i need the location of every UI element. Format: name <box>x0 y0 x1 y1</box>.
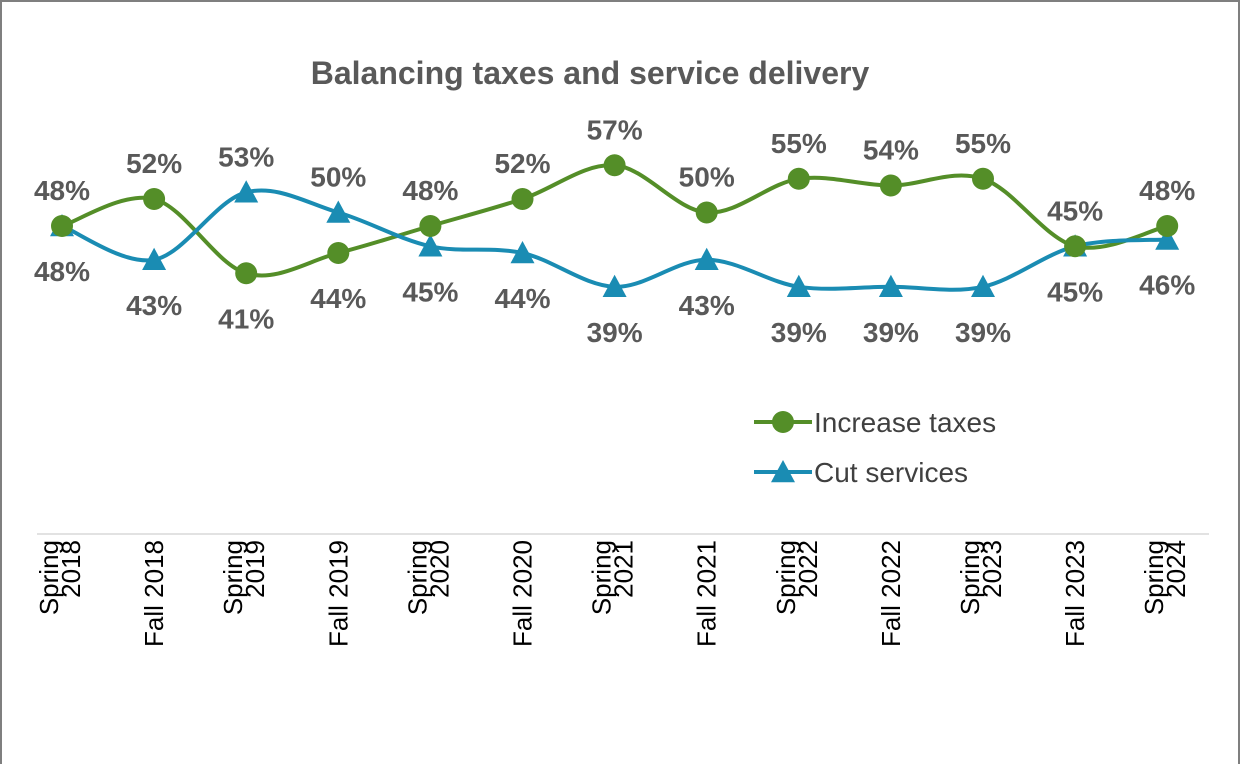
cut-services-label: 39% <box>771 317 827 348</box>
cut-services-point <box>1155 227 1180 250</box>
cut-services-label: 39% <box>587 317 643 348</box>
increase-taxes-point <box>419 215 442 237</box>
x-tick-text: Fall 2020 <box>508 540 538 647</box>
increase-taxes-point <box>143 188 166 210</box>
cut-services-label: 50% <box>310 162 366 193</box>
cut-services-point <box>694 247 719 270</box>
increase-taxes-point <box>695 201 718 224</box>
increase-taxes-point <box>1064 235 1087 258</box>
cut-services-point <box>234 180 259 203</box>
cut-services-label: 43% <box>679 290 735 321</box>
cut-services-point <box>602 274 627 297</box>
cut-services-label: 45% <box>402 276 458 307</box>
x-tick-text: Spring <box>587 540 617 615</box>
x-tick-text: Spring <box>402 540 432 615</box>
cut-services-label: 48% <box>34 256 90 287</box>
x-tick-text: Spring <box>771 540 801 615</box>
cut-services-label: 39% <box>955 317 1011 348</box>
legend: Increase taxes Cut services <box>754 407 996 488</box>
cut-services-label: 45% <box>1047 276 1103 307</box>
cut-services-point <box>142 247 167 270</box>
cut-services-label: 39% <box>863 317 919 348</box>
data-labels-layer: 48% 48% 52% 43% 41% 53% 44% 50% 48% 45% 52% 44% 57% 3… <box>34 114 1195 348</box>
series-layer <box>50 154 1180 297</box>
x-tick-text: Fall 2023 <box>1060 540 1090 647</box>
chart-title: Balancing taxes and service delivery <box>311 55 870 91</box>
cut-services-point <box>418 234 443 257</box>
x-tick-text: 2020 <box>424 540 454 598</box>
x-tick-text: 2024 <box>1161 540 1191 598</box>
x-tick-label: Fall 2023 <box>1060 540 1090 647</box>
increase-taxes-label: 55% <box>955 128 1011 159</box>
series-line-0 <box>60 163 1170 278</box>
x-tick-text: Spring <box>1139 540 1169 615</box>
x-tick-text: Fall 2019 <box>323 540 353 647</box>
x-tick-text: Spring <box>218 540 248 615</box>
x-tick-label: Fall 2019 <box>323 540 353 647</box>
x-tick-text: 2018 <box>56 540 86 598</box>
x-tick-text: 2021 <box>609 540 639 598</box>
x-tick-text: Fall 2022 <box>876 540 906 647</box>
increase-taxes-point <box>327 242 350 264</box>
increase-taxes-label: 52% <box>126 148 182 179</box>
increase-taxes-point <box>879 174 902 197</box>
increase-taxes-label: 48% <box>402 175 458 206</box>
increase-taxes-point <box>51 215 73 237</box>
increase-taxes-label: 57% <box>587 114 643 145</box>
increase-taxes-label: 55% <box>771 128 827 159</box>
cut-services-label: 46% <box>1139 270 1195 301</box>
x-tick-text: Fall 2021 <box>692 540 722 647</box>
increase-taxes-label: 52% <box>494 148 550 179</box>
x-tick-text: 2022 <box>793 540 823 598</box>
increase-taxes-label: 50% <box>679 162 735 193</box>
x-tick-label: Fall 2022 <box>876 540 906 647</box>
increase-taxes-label: 48% <box>34 175 90 206</box>
increase-taxes-label: 45% <box>1047 195 1103 226</box>
increase-taxes-point <box>1156 215 1179 237</box>
cut-services-label: 43% <box>126 290 182 321</box>
increase-taxes-point <box>603 154 626 177</box>
increase-taxes-label: 41% <box>218 303 274 334</box>
increase-taxes-point <box>972 167 994 190</box>
cut-services-point <box>510 241 535 264</box>
legend-marker <box>772 411 794 433</box>
x-tick-text: Spring <box>955 540 985 615</box>
increase-taxes-point <box>787 167 810 190</box>
increase-taxes-label: 54% <box>863 135 919 166</box>
cut-services-point <box>878 274 903 297</box>
increase-taxes-point <box>511 188 534 210</box>
x-tick-label: Fall 2018 <box>139 540 169 647</box>
x-tick-label: Fall 2021 <box>692 540 722 647</box>
x-tick-text: 2019 <box>240 540 270 598</box>
legend-label: Cut services <box>814 457 968 488</box>
x-tick-text: Spring <box>34 540 64 615</box>
cut-services-label: 44% <box>494 283 550 314</box>
x-tick-label: Fall 2020 <box>508 540 538 647</box>
cut-services-label: 53% <box>218 141 274 172</box>
cut-services-point <box>971 274 995 297</box>
increase-taxes-point <box>235 262 258 285</box>
cut-services-point <box>786 274 811 297</box>
legend-marker <box>771 460 795 483</box>
cut-services-point <box>326 200 351 223</box>
legend-label: Increase taxes <box>814 407 996 438</box>
increase-taxes-label: 48% <box>1139 175 1195 206</box>
x-tick-text: 2023 <box>977 540 1007 598</box>
increase-taxes-label: 44% <box>310 283 366 314</box>
x-tick-text: Fall 2018 <box>139 540 169 647</box>
